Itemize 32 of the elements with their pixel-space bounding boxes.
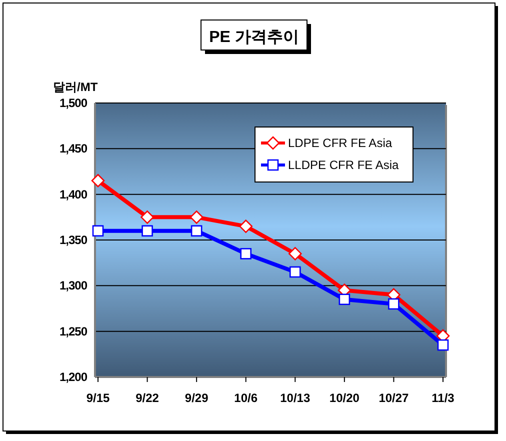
point <box>190 225 202 237</box>
y-tick-label: 1,400 <box>59 187 88 202</box>
x-tick-label: 9/22 <box>136 391 160 405</box>
y-tick-label: 1,500 <box>59 96 88 110</box>
point <box>437 339 449 351</box>
point <box>240 248 252 260</box>
x-tick-label: 10/13 <box>280 391 310 405</box>
x-tick-label: 9/15 <box>86 391 110 405</box>
point <box>388 298 400 310</box>
y-tick-label: 1,450 <box>59 142 88 156</box>
y-tick-label: 1,200 <box>59 370 88 384</box>
x-tick-label: 10/6 <box>234 391 258 405</box>
y-axis-title: 달러/MT <box>53 80 98 94</box>
legend-label: LLDPE CFR FE Asia <box>288 158 400 172</box>
point <box>91 174 105 188</box>
point <box>289 266 301 278</box>
legend-label: LDPE CFR FE Asia <box>288 136 392 150</box>
x-tick-label: 9/29 <box>184 391 209 405</box>
y-tick-label: 1,300 <box>59 278 88 293</box>
y-tick-label: 1,250 <box>59 324 88 338</box>
point <box>239 220 253 233</box>
x-tick-label: 10/27 <box>378 391 410 405</box>
point <box>140 210 154 224</box>
x-tick-label: 10/20 <box>329 391 360 405</box>
x-tick-label: 11/3 <box>432 391 455 405</box>
point <box>190 210 204 224</box>
point <box>288 247 302 260</box>
y-tick-label: 1,350 <box>59 233 88 247</box>
chart-title: PE 가격추이 <box>209 29 299 46</box>
point <box>142 225 153 237</box>
point <box>338 294 350 306</box>
point <box>92 225 104 237</box>
